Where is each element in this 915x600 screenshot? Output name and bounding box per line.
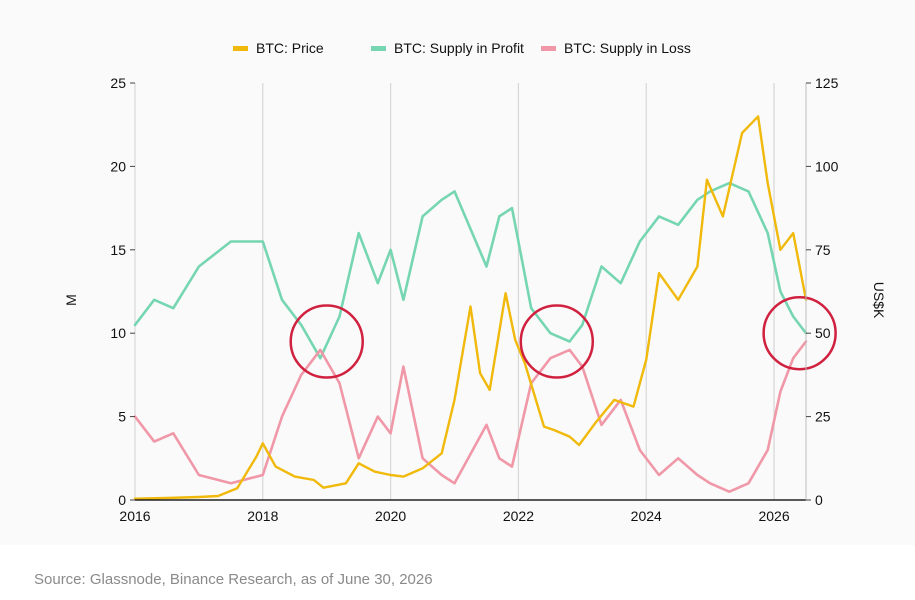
highlight-circle: [762, 295, 837, 371]
x-tick-label: 2016: [119, 508, 150, 524]
right-axis-title: US$K: [871, 282, 887, 319]
series-layer: [133, 115, 808, 500]
highlight-circle: [289, 304, 364, 379]
legend-swatch: [371, 46, 386, 51]
left-tick-label: 5: [118, 409, 126, 425]
x-tick-label: 2022: [503, 508, 534, 524]
left-tick-label: 10: [110, 325, 126, 341]
right-tick-label: 125: [815, 75, 839, 91]
x-tick-label: 2020: [375, 508, 406, 524]
right-tick-label: 75: [815, 242, 831, 258]
source-note: Source: Glassnode, Binance Research, as …: [34, 571, 433, 588]
legend-label: BTC: Supply in Profit: [394, 40, 524, 56]
legend-label: BTC: Supply in Loss: [564, 40, 691, 56]
legend-swatch: [541, 46, 556, 51]
legend-label: BTC: Price: [256, 40, 324, 56]
axes: 2016 2018 2020 2022 2024 2026 0 5 10 15 20 25 0 25 50 7…: [110, 75, 838, 524]
left-tick-label: 20: [110, 158, 126, 174]
grid: [134, 83, 775, 500]
chart: 2016 2018 2020 2022 2024 2026 0 5 10 15 20 25 0 25 50 7…: [63, 40, 887, 524]
right-tick-label: 0: [815, 492, 823, 508]
left-tick-label: 15: [110, 242, 126, 258]
right-tick-label: 50: [815, 325, 831, 341]
left-tick-label: 25: [110, 75, 126, 91]
legend: BTC: Price BTC: Supply in Profit BTC: Supp…: [233, 40, 691, 56]
legend-swatch: [233, 46, 248, 51]
highlight-circle: [519, 304, 595, 379]
x-tick-label: 2018: [247, 508, 278, 524]
chart-panel: 2016 2018 2020 2022 2024 2026 0 5 10 15 20 25 0 25 50 7…: [63, 40, 887, 524]
series-line-btc-price: [133, 115, 808, 500]
x-tick-label: 2026: [758, 508, 789, 524]
x-tick-label: 2024: [631, 508, 662, 524]
left-axis-title: M: [63, 294, 79, 306]
series-line-btc-supply-in-profit: [133, 181, 808, 360]
annotation-layer: [289, 295, 837, 379]
right-tick-label: 25: [815, 409, 831, 425]
right-tick-label: 100: [815, 158, 839, 174]
left-tick-label: 0: [118, 492, 126, 508]
series-line-btc-supply-in-loss: [133, 340, 808, 494]
